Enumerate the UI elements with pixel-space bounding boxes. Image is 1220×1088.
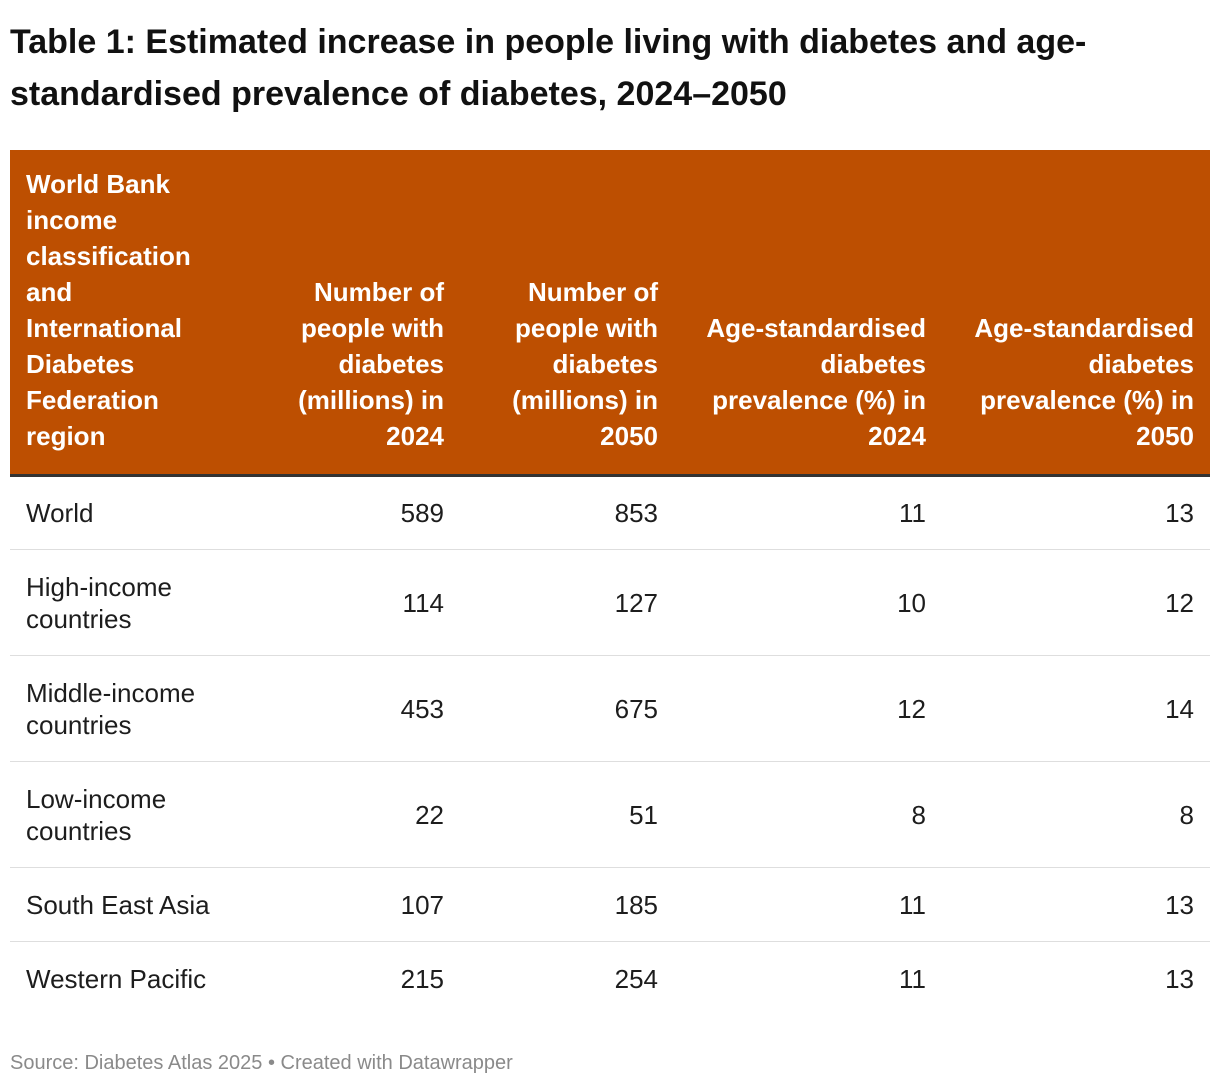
column-header-region: World Bank income classification and Int… — [10, 150, 246, 477]
cell-people-2024: 453 — [246, 655, 460, 762]
cell-prevalence-2050: 13 — [1165, 963, 1194, 994]
cell-prevalence-2024: 11 — [899, 963, 926, 994]
cell-region: South East Asia — [10, 867, 246, 942]
cell-prevalence-2024: 10 — [674, 549, 942, 656]
chart-title: Table 1: Estimated increase in people li… — [10, 23, 1087, 113]
cell-region: High-income countries — [10, 549, 246, 656]
cell-prevalence-2050: 13 — [942, 867, 1210, 942]
cell-people-2050: 254 — [614, 963, 658, 994]
source-note: Source: Diabetes Atlas 2025 • Created wi… — [10, 1052, 513, 1074]
table-row: Low-income countries 22 51 8 8 — [10, 761, 1210, 868]
cell-prevalence-2024: 11 — [674, 475, 942, 550]
cell-people-2024: 107 — [246, 867, 460, 942]
cell-prevalence-2050: 13 — [942, 475, 1210, 550]
cell-region: World — [10, 475, 246, 550]
data-table-container: World Bank income classification and Int… — [10, 150, 1210, 1016]
cell-people-2024: 22 — [246, 761, 460, 868]
cell-people-2024: 589 — [246, 475, 460, 550]
table-header-row: World Bank income classification and Int… — [10, 150, 1210, 477]
cell-prevalence-2050: 12 — [942, 549, 1210, 656]
data-table: World Bank income classification and Int… — [10, 150, 1210, 1016]
cell-prevalence-2024: 11 — [674, 867, 942, 942]
table-row: High-income countries 114 127 10 12 — [10, 549, 1210, 656]
cell-people-2024: 215 — [400, 963, 444, 994]
cell-people-2050: 51 — [460, 761, 674, 868]
cell-people-2050: 185 — [460, 867, 674, 942]
cell-region: Middle-income countries — [10, 655, 246, 762]
table-row: Middle-income countries 453 675 12 14 — [10, 655, 1210, 762]
cell-people-2050: 675 — [460, 655, 674, 762]
cell-people-2050: 127 — [460, 549, 674, 656]
column-header-people-2050: Number of people with diabetes (millions… — [460, 150, 674, 477]
cell-region: Western Pacific — [26, 963, 207, 994]
cell-people-2050: 853 — [460, 475, 674, 550]
cell-prevalence-2024: 12 — [674, 655, 942, 762]
cell-prevalence-2050: 14 — [942, 655, 1210, 762]
cell-prevalence-2024: 8 — [674, 761, 942, 868]
cell-region: Low-income countries — [10, 761, 246, 868]
column-header-prevalence-2050: Age-standardised diabetes prevalence (%)… — [942, 150, 1210, 477]
column-header-prevalence-2024: Age-standardised diabetes prevalence (%)… — [674, 150, 942, 477]
table-row: South East Asia 107 185 11 13 — [10, 867, 1210, 942]
table-row: World 589 853 11 13 — [10, 475, 1210, 550]
cell-prevalence-2050: 8 — [942, 761, 1210, 868]
table-row: Western Pacific 215 254 11 13 — [10, 942, 1210, 1016]
cell-people-2024: 114 — [246, 549, 460, 656]
column-header-people-2024: Number of people with diabetes (millions… — [246, 150, 460, 477]
